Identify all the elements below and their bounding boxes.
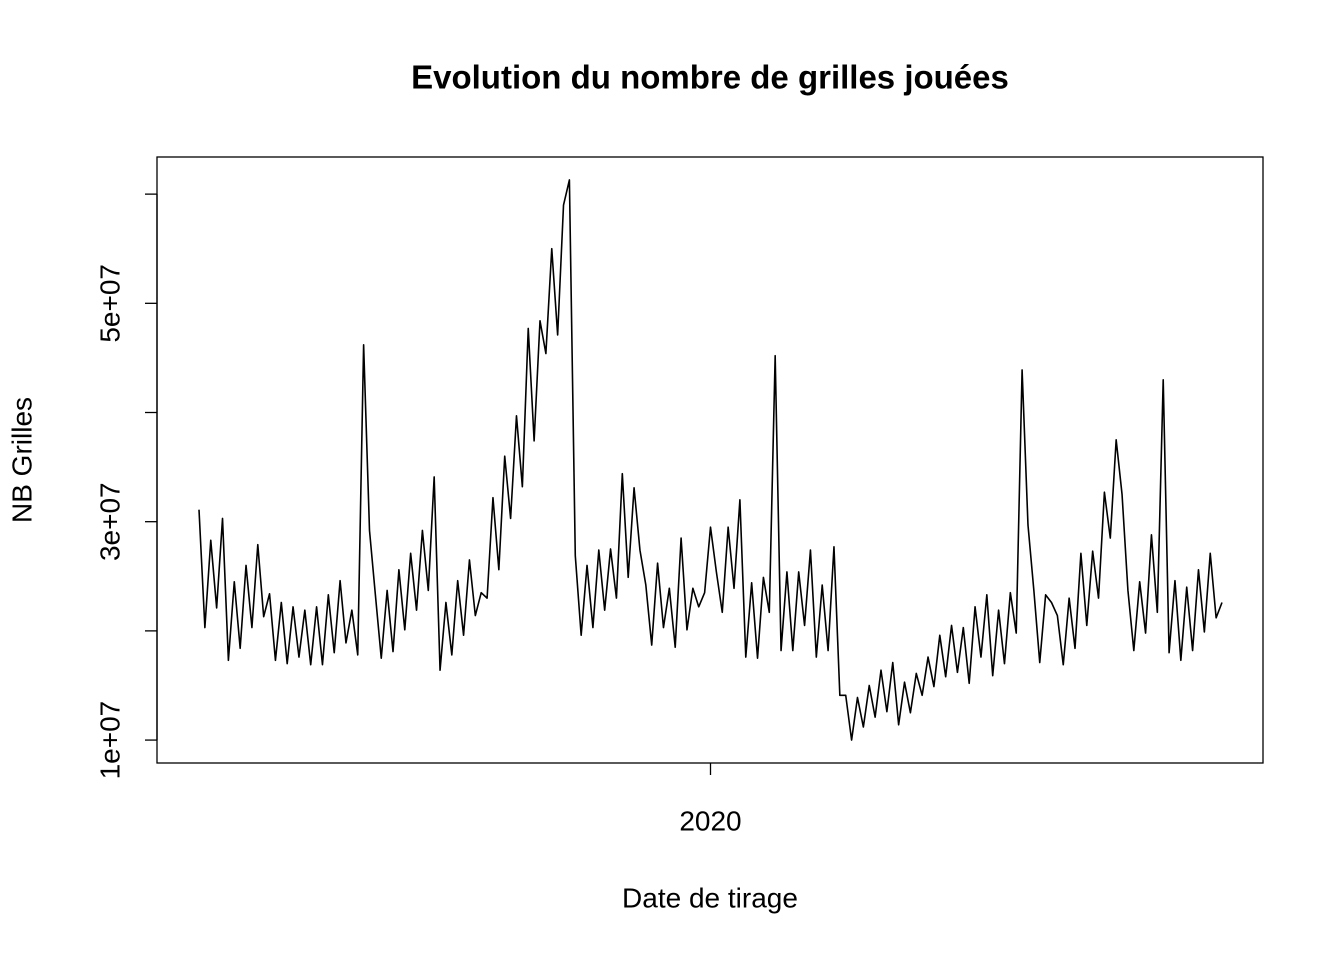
x-tick-label: 2020 xyxy=(679,805,741,836)
chart-title: Evolution du nombre de grilles jouées xyxy=(411,59,1009,96)
x-axis-label: Date de tirage xyxy=(622,882,798,913)
y-tick-label: 5e+07 xyxy=(94,264,125,343)
y-tick-label: 3e+07 xyxy=(94,482,125,561)
y-axis-label: NB Grilles xyxy=(6,397,37,523)
data-line xyxy=(198,179,1223,741)
y-tick-label: 1e+07 xyxy=(94,701,125,780)
